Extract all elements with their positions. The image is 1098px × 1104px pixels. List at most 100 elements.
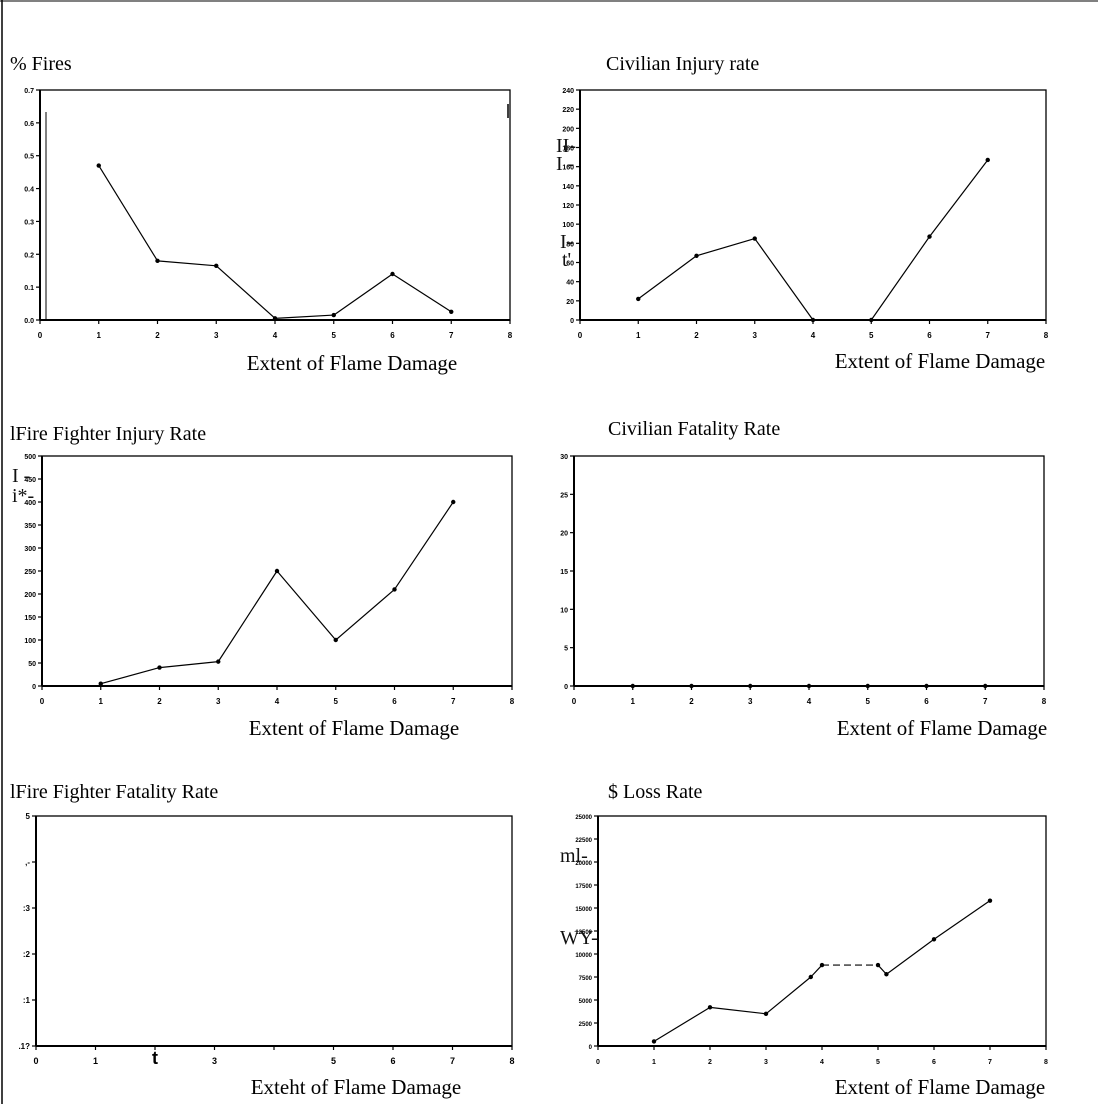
y-tick-label: 17500	[575, 884, 592, 890]
data-point	[806, 683, 812, 689]
scan-artifact-text: I -	[12, 465, 30, 487]
x-tick-label: 3	[214, 331, 219, 340]
x-tick-label: 8	[1044, 331, 1049, 340]
data-point	[819, 962, 825, 968]
x-tick-label: 7	[449, 331, 454, 340]
y-tick-label: 0.5	[24, 154, 34, 161]
data-point	[96, 163, 101, 168]
series-segment	[159, 661, 219, 669]
y-tick-label: 400	[24, 500, 36, 507]
x-tick-label: 3	[212, 1056, 217, 1066]
x-tick-label: 5	[331, 1056, 336, 1066]
y-tick-label: 7500	[579, 976, 593, 982]
y-tick-label: 0.2	[24, 252, 34, 259]
series-segment	[98, 165, 159, 262]
scan-artifact-text: t'	[562, 249, 571, 271]
x-tick-label: 6	[932, 1059, 936, 1066]
chart-panel: % Fires 0 1 2 3 4 5 6 7 8 0.0 0.1 0.2 0.3 0.4 0.5 0.6 0.7…	[10, 53, 513, 375]
y-tick-label: 0	[589, 1045, 593, 1051]
data-point	[214, 263, 219, 268]
x-tick-label: 2	[689, 697, 694, 706]
x-tick-label: 8	[1044, 1059, 1048, 1066]
data-point	[985, 157, 990, 163]
data-point	[331, 312, 336, 318]
x-tick-label: 1	[99, 697, 104, 706]
y-tick-label: 0	[32, 684, 36, 691]
data-point	[694, 253, 699, 258]
y-tick-label: 450	[24, 477, 36, 484]
x-tick-label: 6	[390, 331, 395, 340]
y-tick-label: 120	[562, 203, 574, 210]
series-segment	[886, 938, 935, 975]
y-tick-label: 160	[562, 165, 574, 172]
scan-artifact-text: I -	[556, 153, 574, 175]
x-tick-label: 2	[708, 1059, 712, 1066]
y-tick-label: 5	[564, 646, 568, 653]
x-axis-label: Exteht of Flame Damage	[251, 1075, 462, 1099]
data-point	[392, 587, 397, 592]
x-tick-label: 0	[33, 1056, 38, 1066]
data-point	[157, 665, 162, 670]
y-tick-label: 250	[24, 569, 36, 576]
plot-frame	[35, 815, 513, 1047]
chart-panel: lFire Fighter Injury Rate 0 1 2 3 4 5 6 7 8 0 50 100…	[10, 423, 515, 740]
series-segment	[335, 588, 395, 641]
y-tick-label: 20000	[575, 861, 592, 867]
data-point	[810, 317, 816, 323]
data-point	[333, 637, 338, 643]
scan-artifact-text: II-	[556, 135, 576, 157]
series-segment	[870, 236, 930, 321]
data-point	[987, 898, 993, 903]
data-point	[272, 316, 278, 321]
data-point	[651, 1039, 657, 1044]
series-segment	[392, 273, 452, 313]
y-tick-label: .1?	[18, 1042, 30, 1051]
plot-frame	[39, 89, 511, 321]
y-tick-label: ,-	[25, 858, 30, 867]
data-point	[884, 972, 889, 977]
y-tick-label: :2	[23, 950, 31, 959]
chart-title: lFire Fighter Injury Rate	[10, 423, 206, 445]
y-tick-label: 140	[562, 184, 574, 191]
x-axis-label: Extent of Flame Damage	[249, 716, 460, 740]
y-tick-label: 60	[566, 261, 574, 268]
x-tick-label: 6	[392, 697, 397, 706]
data-point	[449, 309, 454, 314]
x-tick-label: 3	[216, 697, 221, 706]
chart-panel: lFire Fighter Fatality Rate 0 1 t 3 5 6 7 8 .1?:1…	[10, 781, 515, 1099]
data-point	[983, 683, 988, 689]
y-tick-label: 0.7	[24, 88, 34, 95]
data-point	[390, 271, 395, 277]
x-tick-label: 8	[509, 1056, 514, 1066]
scan-artifact-text: i*-	[12, 485, 34, 507]
y-tick-label: 25000	[575, 815, 592, 821]
chart-title: % Fires	[10, 53, 72, 75]
y-tick-label: :1	[23, 996, 31, 1005]
series-segment	[100, 667, 160, 685]
x-tick-label: 4	[807, 697, 812, 706]
y-tick-label: 80	[566, 241, 574, 248]
chart-title: Civilian Injury rate	[606, 53, 759, 75]
y-tick-label: 0	[564, 684, 568, 691]
chart-panel: $ Loss Rate 0 1 2 3 4 5 6 7 8 0 2500 5000 7500 10000 12…	[560, 781, 1048, 1099]
data-point	[763, 1011, 769, 1016]
data-point	[451, 499, 456, 505]
x-axis-label: Extent of Flame Damage	[837, 716, 1048, 740]
plot-frame	[573, 455, 1045, 687]
y-tick-label: 2500	[579, 1022, 593, 1028]
y-tick-label: 100	[562, 222, 574, 229]
y-tick-label: 5000	[579, 999, 593, 1005]
x-tick-label: 4	[820, 1059, 824, 1066]
x-tick-label: 6	[924, 697, 929, 706]
x-tick-label: 1	[97, 331, 102, 340]
y-tick-label: 25	[560, 492, 568, 499]
data-point	[155, 258, 160, 264]
chart-title: $ Loss Rate	[608, 781, 703, 803]
x-tick-label: 0	[40, 697, 45, 706]
x-tick-label: 1	[631, 697, 636, 706]
y-tick-label: 300	[24, 546, 36, 553]
series-segment	[394, 501, 454, 590]
y-tick-label: 5	[26, 812, 31, 821]
y-tick-label: 20	[566, 299, 574, 306]
data-point	[875, 962, 881, 968]
